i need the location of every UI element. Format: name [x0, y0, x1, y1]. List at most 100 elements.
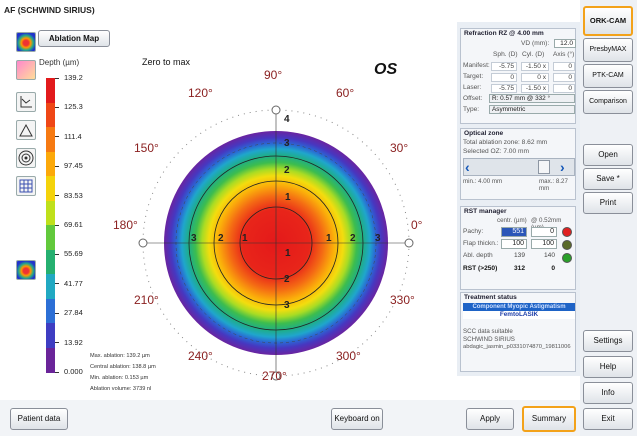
scale-tick-label: 13.92: [64, 337, 83, 347]
ring-number: 3: [375, 233, 381, 244]
unit-label: Depth (µm): [39, 58, 80, 67]
angle-60: 60°: [336, 86, 355, 100]
oz-max: max.: 8.27 mm: [539, 178, 568, 192]
refraction-axis-value[interactable]: 0: [553, 84, 575, 93]
treatment-item-2[interactable]: FemtoLASIK: [463, 311, 575, 319]
axis-marker-90: [271, 105, 281, 115]
refraction-cyl-value[interactable]: -1.50 x: [521, 62, 549, 71]
rings-tool-icon[interactable]: [16, 148, 36, 168]
scale-tick-label: 97.45: [64, 161, 83, 171]
comparison-button[interactable]: Comparison: [583, 90, 633, 114]
offset-label: Offset:: [463, 95, 483, 102]
ptk-cam-button[interactable]: PTK-CAM: [583, 64, 633, 88]
gradient-map-icon[interactable]: [16, 60, 36, 80]
eye-label: OS: [374, 61, 398, 78]
central-ablation-label: Central ablation: 138.8 µm: [90, 364, 156, 370]
bottom-bar: Patient data Keyboard on Apply Summary: [0, 400, 580, 436]
chevron-right-icon[interactable]: ›: [560, 159, 565, 175]
angle-330: 330°: [390, 293, 415, 307]
scale-segment: [46, 200, 55, 226]
ablation-volume-label: Ablation volume: 3739 nl: [90, 386, 152, 392]
apply-button[interactable]: Apply: [466, 408, 514, 430]
pachy-centr-field[interactable]: 551: [501, 227, 527, 237]
info-button[interactable]: Info: [583, 382, 633, 404]
refraction-sph-value[interactable]: -5.75: [491, 84, 517, 93]
exit-button[interactable]: Exit: [583, 408, 633, 430]
rst-manager-box: RST manager centr. (µm) @ 0.52mm (µm) Pa…: [460, 206, 576, 290]
save-button[interactable]: Save *: [583, 168, 633, 190]
refraction-box: Refraction RZ @ 4.00 mm VD (mm): 12.0 Sp…: [460, 28, 576, 124]
pachy-052-field[interactable]: 0: [531, 227, 557, 237]
rst-col-centr: centr. (µm): [497, 217, 527, 224]
scale-tick-label: 139.2: [64, 73, 83, 82]
col-axis: Axis (°): [553, 51, 575, 58]
ring-number: 3: [191, 233, 197, 244]
right-sidebar: ORK-CAM PresbyMAX PTK-CAM Comparison Ope…: [580, 0, 637, 436]
angle-30: 30°: [390, 141, 409, 155]
angle-240: 240°: [188, 349, 213, 363]
angle-90: 90°: [264, 68, 283, 82]
treatment-title: Treatment status: [464, 294, 517, 301]
print-button[interactable]: Print: [583, 192, 633, 214]
scale-tick: [55, 136, 59, 138]
scale-segment: [46, 249, 55, 275]
keyboard-on-button[interactable]: Keyboard on: [331, 408, 383, 430]
angle-210: 210°: [134, 293, 159, 307]
ring-number: 1: [326, 233, 332, 244]
ablation-map-button[interactable]: Ablation Map: [38, 30, 110, 47]
flap-centr-field[interactable]: 100: [501, 239, 527, 249]
status-light-amber-icon: [562, 240, 572, 250]
refraction-axis-value[interactable]: 0: [553, 73, 575, 82]
offset-value: R: 0.57 mm @ 332 °: [489, 94, 575, 103]
vd-label: VD (mm):: [521, 40, 550, 47]
ablation-map: [138, 105, 414, 381]
ring-number: 1: [285, 248, 291, 259]
help-button[interactable]: Help: [583, 356, 633, 378]
treatment-item-1[interactable]: Component Myopic Astigmatism: [463, 303, 575, 311]
angle-270: 270°: [262, 369, 287, 383]
max-ablation-label: Max. ablation: 139.2 µm: [90, 353, 150, 359]
ring-number: 2: [218, 233, 224, 244]
axis-tool-icon[interactable]: [16, 92, 36, 112]
scale-segment: [46, 102, 55, 128]
slider-thumb[interactable]: [538, 160, 550, 174]
ring-number: 3: [284, 138, 290, 149]
refraction-cyl-value[interactable]: 0 x: [521, 73, 549, 82]
3d-view-icon[interactable]: [16, 260, 36, 280]
flap-label: Flap thickn.:: [463, 240, 499, 247]
vd-value[interactable]: 12.0: [554, 39, 576, 48]
ring-number: 4: [284, 114, 290, 125]
refraction-sph-value[interactable]: -5.75: [491, 62, 517, 71]
ring-number: 2: [284, 165, 290, 176]
col-sph: Sph. (D): [493, 51, 518, 58]
scale-segment: [46, 323, 55, 348]
refraction-sph-value[interactable]: 0: [491, 73, 517, 82]
settings-button[interactable]: Settings: [583, 330, 633, 352]
refraction-axis-value[interactable]: 0: [553, 62, 575, 71]
treatment-note-1: SCC data suitable: [463, 328, 513, 335]
patient-data-button[interactable]: Patient data: [10, 408, 68, 430]
refraction-title: Refraction RZ @ 4.00 mm: [464, 30, 544, 37]
scale-segment: [46, 347, 55, 373]
optical-zone-box: Optical zone Total ablation zone: 8.62 m…: [460, 128, 576, 200]
open-button[interactable]: Open: [583, 144, 633, 166]
info-side-panel: Refraction RZ @ 4.00 mm VD (mm): 12.0 Sp…: [457, 22, 580, 376]
optical-zone-title: Optical zone: [464, 130, 504, 137]
oz-min: min.: 4.00 mm: [463, 178, 503, 185]
ablation-map-panel: Ablation Map Depth (µm) Zero to max OS 1…: [6, 20, 456, 400]
presbymax-button[interactable]: PresbyMAX: [583, 38, 633, 62]
rst-centr-value: 312: [513, 265, 525, 272]
oz-slider[interactable]: ‹ ›: [463, 158, 575, 176]
treatment-note-2: SCHWIND SIRIUS: [463, 336, 515, 343]
chevron-left-icon[interactable]: ‹: [465, 159, 470, 175]
color-map-icon[interactable]: [16, 32, 36, 52]
type-value: Asymmetric: [489, 105, 575, 114]
triangle-tool-icon[interactable]: [16, 120, 36, 140]
grid-tool-icon[interactable]: [16, 176, 36, 196]
summary-button[interactable]: Summary: [522, 406, 576, 432]
flap-052-field[interactable]: 100: [531, 239, 557, 249]
ork-cam-button[interactable]: ORK-CAM: [583, 6, 633, 36]
treatment-note-3: abdagic_jasmin_p0331074870_19811006: [463, 344, 571, 350]
refraction-cyl-value[interactable]: -1.50 x: [521, 84, 549, 93]
axis-marker-180: [138, 238, 148, 248]
